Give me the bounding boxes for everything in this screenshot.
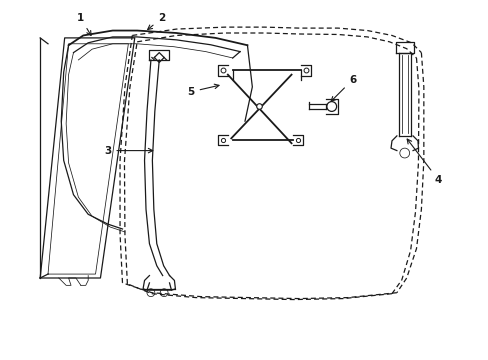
Text: 5: 5	[187, 84, 219, 97]
Text: 1: 1	[77, 13, 91, 35]
Text: 2: 2	[147, 13, 165, 30]
Text: 4: 4	[407, 139, 441, 185]
Text: 6: 6	[330, 75, 356, 101]
Text: 3: 3	[104, 145, 152, 156]
